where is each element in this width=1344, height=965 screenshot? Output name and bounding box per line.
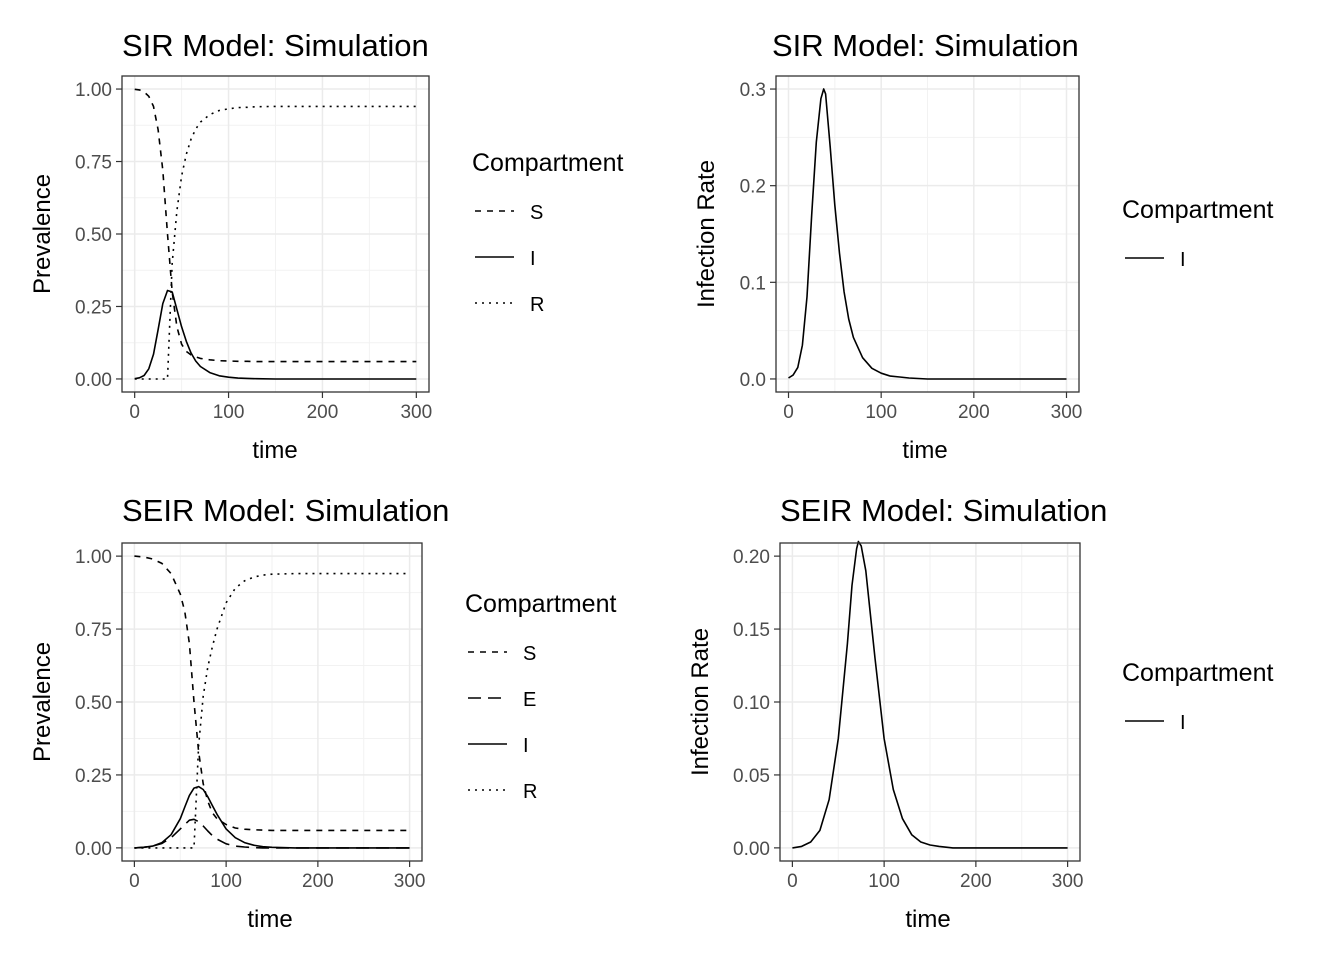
x-tick-label: 300 [1051,402,1083,423]
gridlines [780,543,1080,861]
x-tick-label: 200 [958,402,990,423]
x-axis: 0 100 200 300 [129,392,432,423]
gridlines [776,76,1079,392]
series-lines [788,88,1067,380]
legend: Compartment I [1122,659,1273,734]
y-tick-label: 0.00 [733,839,770,860]
series-lines [134,88,417,380]
chart-panel-sir-infection-rate: SIR Model: Simulation 0 100 200 300 0.0 0.1 0.2… [672,0,1344,470]
x-tick-label: 100 [213,402,245,423]
x-tick-label: 300 [394,871,426,892]
y-axis-title: Infection Rate [687,628,714,776]
x-tick-label: 200 [307,402,339,423]
y-axis: 0.00 0.25 0.50 0.75 1.00 [75,547,122,860]
legend-title: Compartment [1122,196,1273,224]
chart-svg: SEIR Model: Simulation 0 100 200 300 0.00 0.05… [687,493,1273,933]
legend-label-I: I [523,735,529,757]
x-tick-label: 100 [210,871,242,892]
chart-panel-seir-prevalence: SEIR Model: Simulation 0 100 200 300 0.00 0.25… [0,470,672,960]
legend-label-S: S [523,643,536,665]
series-lines [134,555,410,849]
x-tick-label: 0 [129,871,140,892]
y-tick-label: 0.00 [75,370,112,391]
x-tick-label: 300 [1052,871,1084,892]
y-axis-title: Prevalence [29,174,56,294]
x-tick-label: 100 [865,402,897,423]
chart-title: SEIR Model: Simulation [780,493,1107,528]
x-tick-label: 0 [783,402,794,423]
y-tick-label: 0.50 [75,225,112,246]
chart-title: SIR Model: Simulation [772,28,1079,63]
y-tick-label: 0.3 [740,80,766,101]
y-tick-label: 0.50 [75,693,112,714]
legend-label-R: R [530,294,544,316]
x-axis: 0 100 200 300 [787,861,1083,892]
x-axis-title: time [905,906,950,933]
legend-title: Compartment [1122,659,1273,687]
legend-label-I: I [530,248,536,270]
x-axis-title: time [252,437,297,464]
legend: Compartment I [1122,196,1273,271]
chart-title: SIR Model: Simulation [122,28,429,63]
gridlines [122,543,422,861]
legend-title: Compartment [465,590,616,618]
chart-svg: SIR Model: Simulation 0 100 200 300 0.0 0.1 0.2… [693,28,1273,464]
series-line-I [792,540,1068,849]
x-tick-label: 100 [868,871,900,892]
series-line-R [134,572,410,849]
chart-panel-sir-prevalence: SIR Model: Simulation 0 100 200 300 0.00 0.25 0… [0,0,672,470]
series-line-S [134,555,410,832]
series-line-I [134,289,417,380]
y-tick-label: 0.05 [733,766,770,787]
chart-panel-seir-infection-rate: SEIR Model: Simulation 0 100 200 300 0.00 0.05… [672,470,1344,960]
x-tick-label: 300 [400,402,432,423]
chart-svg: SEIR Model: Simulation 0 100 200 300 0.00 0.25… [29,493,616,933]
x-tick-label: 0 [129,402,140,423]
y-axis: 0.00 0.25 0.50 0.75 1.00 [75,80,122,391]
x-tick-label: 200 [960,871,992,892]
chart-title: SEIR Model: Simulation [122,493,449,528]
legend: Compartment S I R [472,149,623,316]
legend: Compartment S E I R [465,590,616,803]
y-tick-label: 0.00 [75,839,112,860]
series-line-S [134,88,417,363]
x-axis: 0 100 200 300 [783,392,1082,423]
x-tick-label: 200 [302,871,334,892]
series-line-R [134,105,417,380]
y-tick-label: 0.1 [740,273,766,294]
y-axis: 0.00 0.05 0.10 0.15 0.20 [733,547,780,860]
legend-label-R: R [523,781,537,803]
y-axis-title: Prevalence [29,642,56,762]
series-line-I [134,785,410,849]
y-tick-label: 0.75 [75,620,112,641]
y-tick-label: 0.0 [740,370,766,391]
x-tick-label: 0 [787,871,798,892]
legend-label-S: S [530,202,543,224]
legend-label-I: I [1180,712,1186,734]
series-line-I [788,88,1067,380]
legend-label-E: E [523,689,536,711]
gridlines [122,76,429,392]
y-tick-label: 1.00 [75,80,112,101]
y-axis: 0.0 0.1 0.2 0.3 [740,80,776,391]
y-tick-label: 1.00 [75,547,112,568]
y-axis-title: Infection Rate [693,160,720,308]
y-tick-label: 0.75 [75,153,112,174]
y-tick-label: 0.10 [733,693,770,714]
x-axis: 0 100 200 300 [129,861,425,892]
y-tick-label: 0.20 [733,547,770,568]
series-lines [792,540,1068,849]
y-tick-label: 0.2 [740,177,766,198]
y-tick-label: 0.15 [733,620,770,641]
legend-title: Compartment [472,149,623,177]
plot-border [775,75,1080,393]
y-tick-label: 0.25 [75,766,112,787]
y-tick-label: 0.25 [75,297,112,318]
legend-label-I: I [1180,249,1186,271]
x-axis-title: time [902,437,947,464]
series-line-E [134,818,410,849]
x-axis-title: time [247,906,292,933]
